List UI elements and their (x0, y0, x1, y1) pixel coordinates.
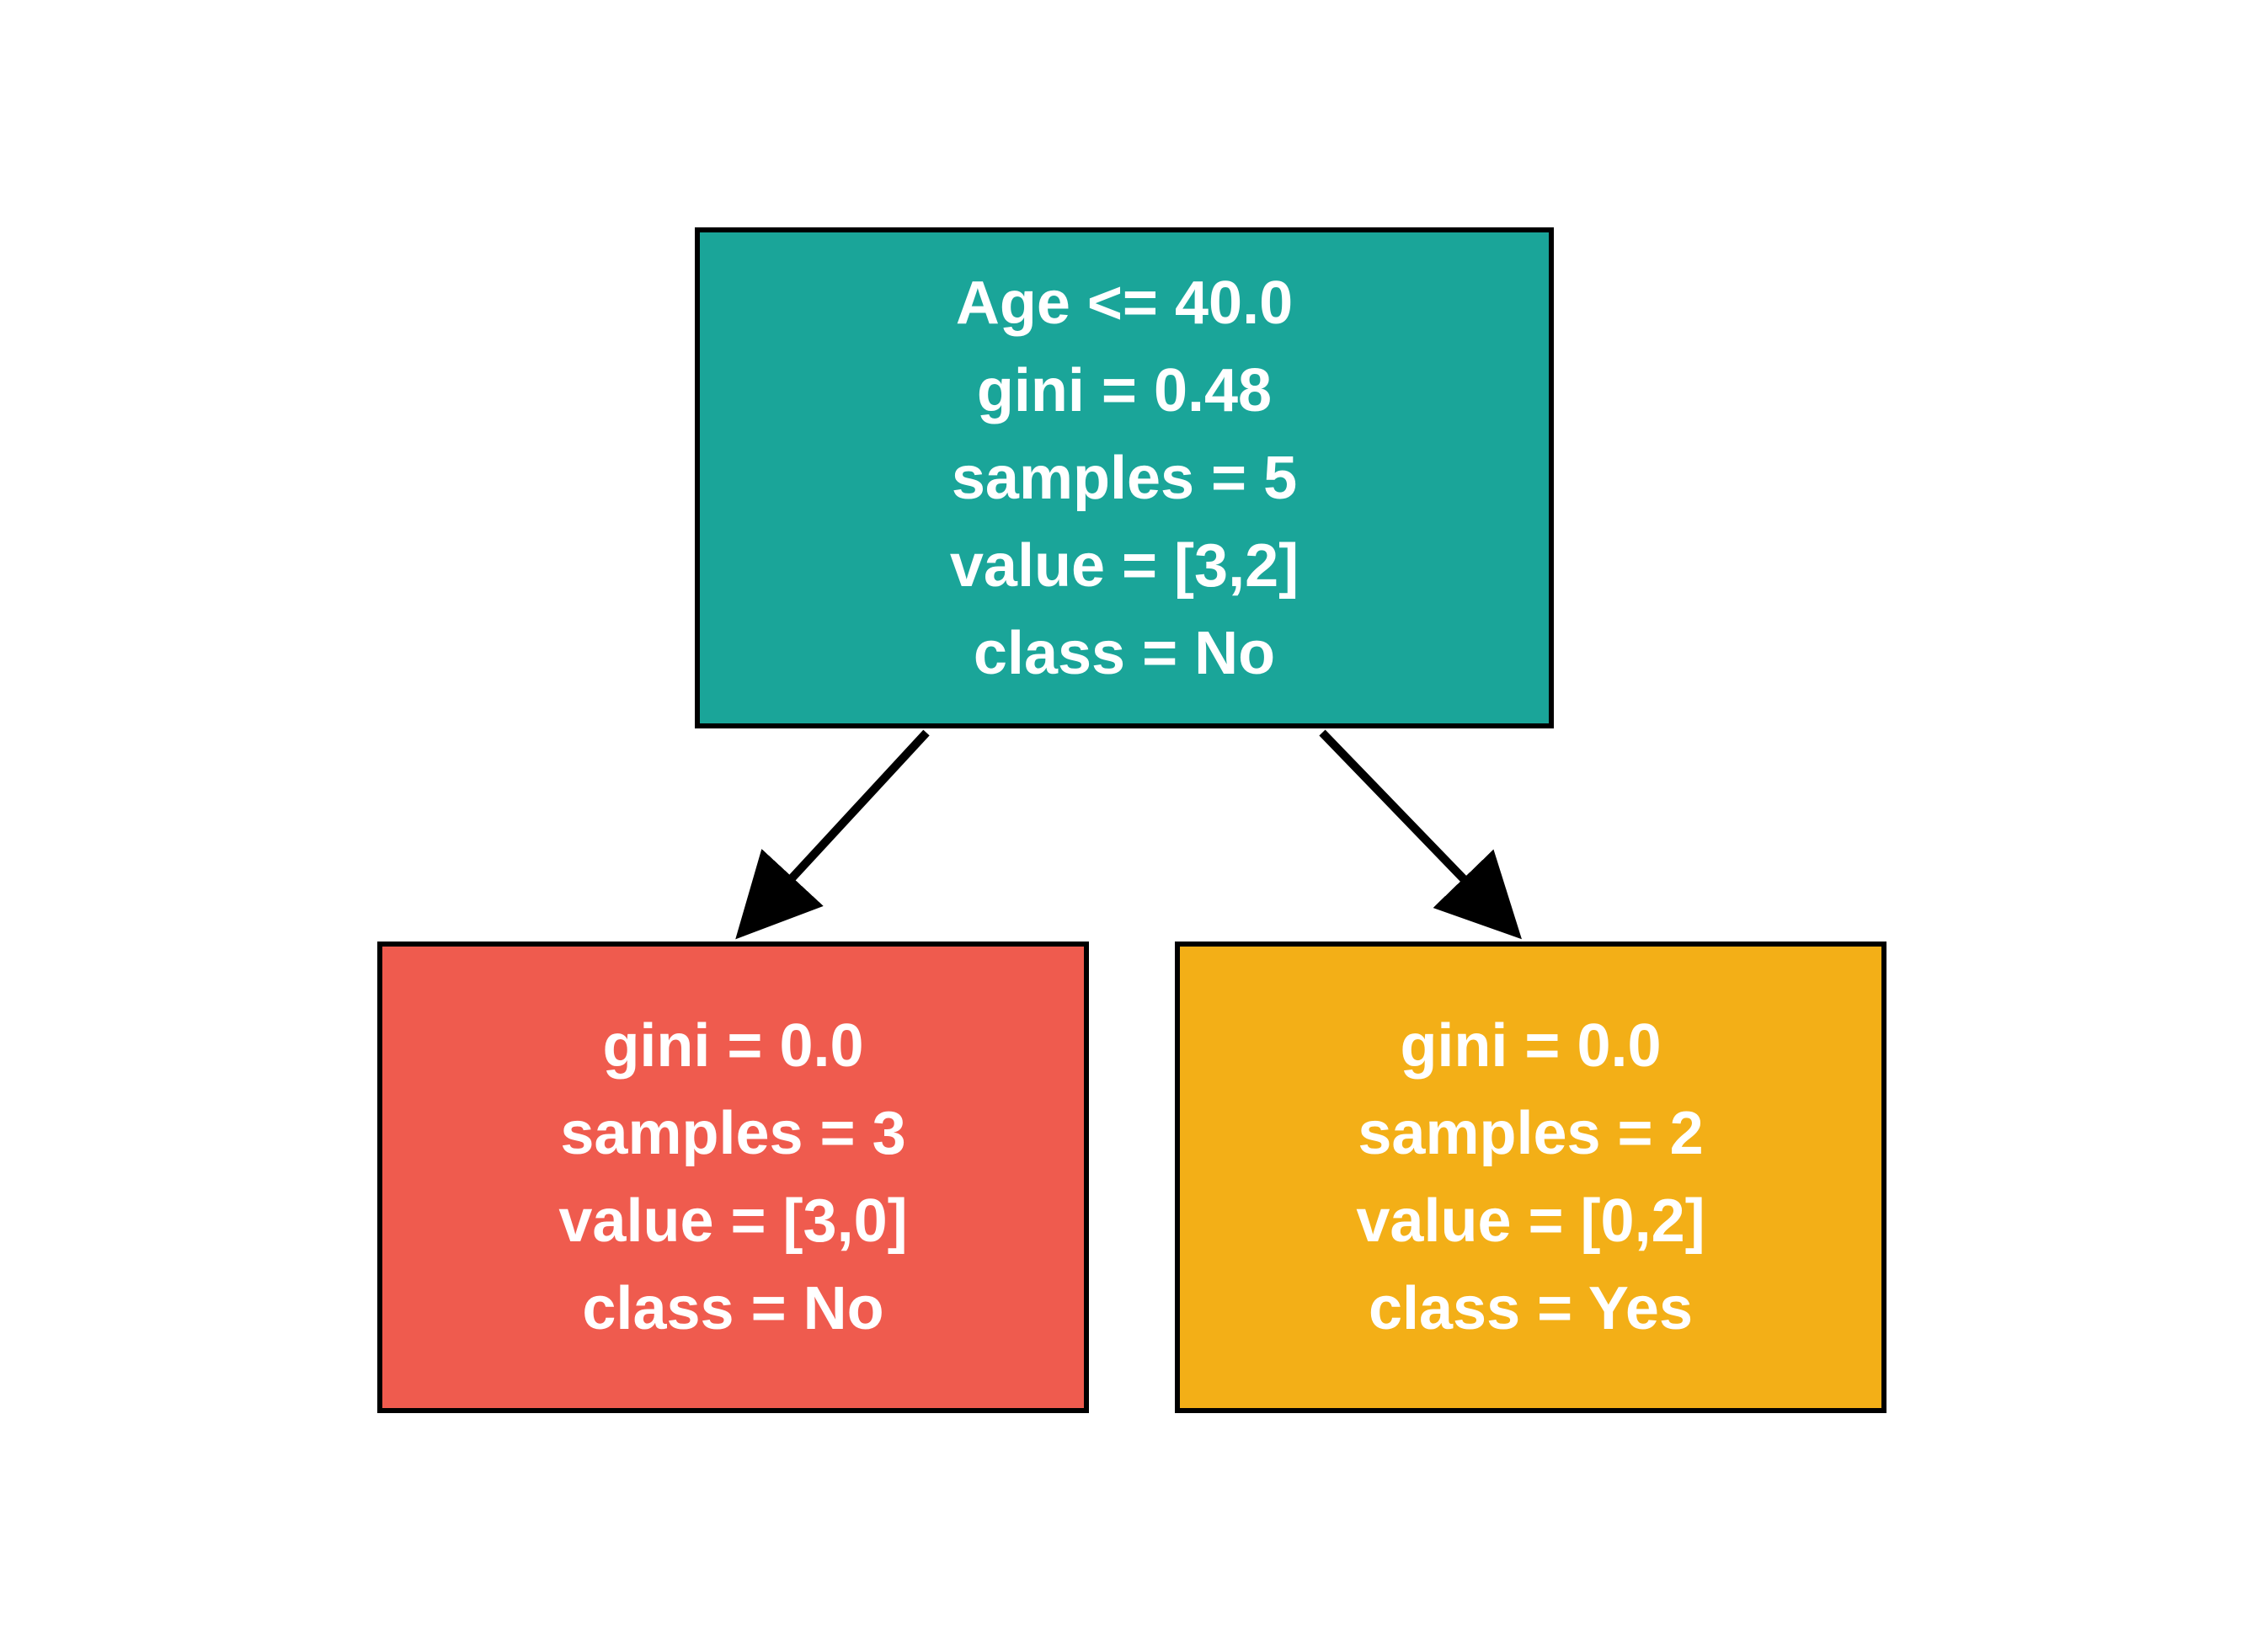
edge-root-left (741, 733, 926, 933)
edge-line-right (1322, 733, 1516, 933)
left-class: class = No (582, 1265, 883, 1352)
left-samples: samples = 3 (560, 1090, 905, 1177)
right-leaf-node: gini = 0.0 samples = 2 value = [0,2] cla… (1175, 942, 1886, 1413)
right-gini: gini = 0.0 (1400, 1002, 1661, 1090)
edge-root-right (1322, 733, 1516, 933)
root-class: class = No (974, 610, 1275, 697)
root-gini: gini = 0.48 (977, 347, 1272, 435)
root-value: value = [3,2] (950, 522, 1299, 610)
right-value: value = [0,2] (1356, 1177, 1705, 1265)
right-samples: samples = 2 (1358, 1090, 1703, 1177)
decision-tree-diagram: Age <= 40.0 gini = 0.48 samples = 5 valu… (0, 0, 2268, 1643)
edge-line-left (741, 733, 926, 933)
root-samples: samples = 5 (952, 435, 1297, 522)
right-class: class = Yes (1369, 1265, 1693, 1352)
root-condition: Age <= 40.0 (956, 259, 1293, 347)
root-node: Age <= 40.0 gini = 0.48 samples = 5 valu… (695, 227, 1554, 728)
left-value: value = [3,0] (558, 1177, 907, 1265)
left-gini: gini = 0.0 (602, 1002, 863, 1090)
left-leaf-node: gini = 0.0 samples = 3 value = [3,0] cla… (377, 942, 1089, 1413)
